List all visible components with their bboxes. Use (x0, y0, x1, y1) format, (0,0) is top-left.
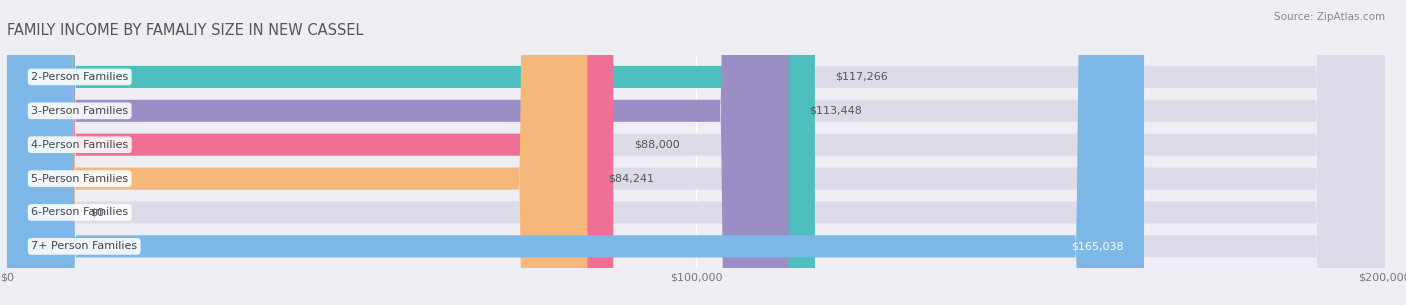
Text: 3-Person Families: 3-Person Families (31, 106, 128, 116)
Text: $88,000: $88,000 (634, 140, 679, 150)
Text: $165,038: $165,038 (1071, 241, 1123, 251)
FancyBboxPatch shape (7, 0, 789, 305)
Text: 5-Person Families: 5-Person Families (31, 174, 128, 184)
FancyBboxPatch shape (7, 0, 815, 305)
Text: $0: $0 (90, 207, 104, 217)
FancyBboxPatch shape (7, 0, 1385, 305)
Text: 2-Person Families: 2-Person Families (31, 72, 128, 82)
FancyBboxPatch shape (7, 0, 613, 305)
FancyBboxPatch shape (7, 0, 1385, 305)
Text: $84,241: $84,241 (607, 174, 654, 184)
Text: FAMILY INCOME BY FAMALIY SIZE IN NEW CASSEL: FAMILY INCOME BY FAMALIY SIZE IN NEW CAS… (7, 23, 364, 38)
FancyBboxPatch shape (7, 0, 1385, 305)
FancyBboxPatch shape (7, 0, 1385, 305)
FancyBboxPatch shape (7, 0, 1144, 305)
Text: Source: ZipAtlas.com: Source: ZipAtlas.com (1274, 12, 1385, 22)
Text: 7+ Person Families: 7+ Person Families (31, 241, 138, 251)
Text: $113,448: $113,448 (810, 106, 862, 116)
FancyBboxPatch shape (7, 0, 62, 305)
Text: $117,266: $117,266 (835, 72, 889, 82)
FancyBboxPatch shape (7, 0, 1385, 305)
Text: 4-Person Families: 4-Person Families (31, 140, 128, 150)
FancyBboxPatch shape (7, 0, 1385, 305)
FancyBboxPatch shape (7, 0, 588, 305)
Text: 6-Person Families: 6-Person Families (31, 207, 128, 217)
